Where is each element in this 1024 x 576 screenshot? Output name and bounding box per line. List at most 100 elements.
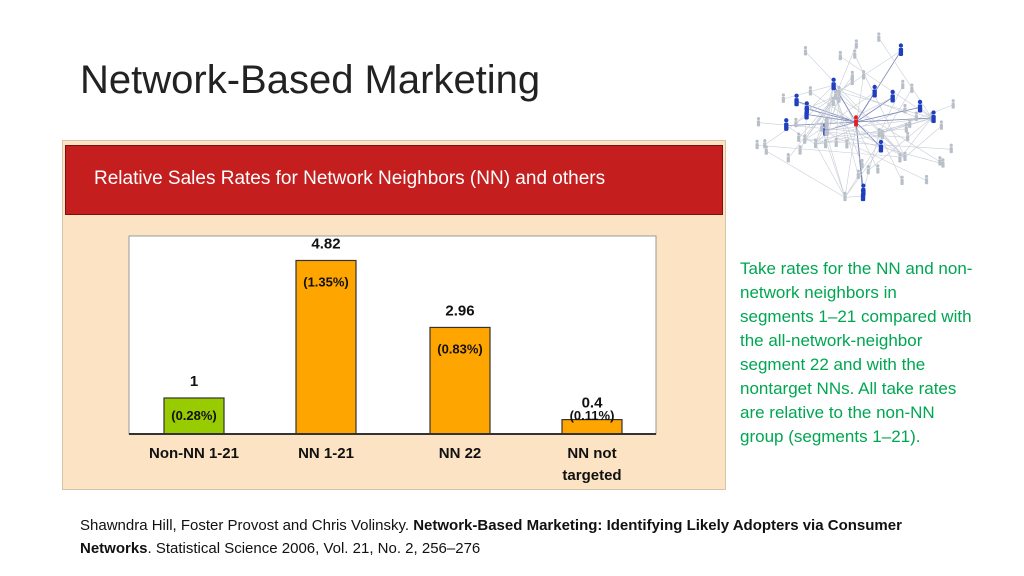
network-edge xyxy=(878,133,903,182)
network-edge xyxy=(878,37,932,118)
person-icon xyxy=(850,70,854,81)
person-icon xyxy=(756,117,761,127)
person-icon xyxy=(880,129,885,140)
person-icon xyxy=(861,70,866,80)
category-label: NN not targeted xyxy=(562,445,621,484)
network-edge xyxy=(783,84,834,100)
network-edge xyxy=(855,50,902,123)
network-edge xyxy=(815,85,834,145)
person-icon xyxy=(755,139,759,150)
category-label: Non-NN 1-21 xyxy=(149,445,239,462)
person-icon xyxy=(906,131,910,142)
rate-label: (0.83%) xyxy=(437,341,483,356)
person-icon xyxy=(834,137,838,148)
citation: Shawndra Hill, Foster Provost and Chris … xyxy=(80,514,960,560)
person-icon xyxy=(854,39,858,49)
person-icon xyxy=(914,111,919,121)
person-icon xyxy=(831,77,836,91)
network-edge xyxy=(868,117,932,171)
person-icon xyxy=(908,118,912,128)
citation-source: . Statistical Science 2006, Vol. 21, No.… xyxy=(147,540,481,557)
person-icon xyxy=(804,106,809,120)
person-icon xyxy=(838,50,842,61)
network-edge xyxy=(825,132,846,198)
value-label: 1 xyxy=(190,373,198,390)
person-icon xyxy=(823,138,828,149)
person-icon xyxy=(931,110,936,124)
person-icon xyxy=(854,115,858,127)
network-edge xyxy=(904,125,942,158)
network-edge xyxy=(806,113,857,123)
person-icon xyxy=(898,43,904,57)
network-edge xyxy=(821,127,846,198)
person-icon xyxy=(786,153,790,163)
chart-header: Relative Sales Rates for Network Neighbo… xyxy=(65,145,723,215)
person-icon xyxy=(813,138,818,149)
rate-label: (0.28%) xyxy=(171,408,217,423)
person-icon xyxy=(808,86,813,96)
bar xyxy=(295,259,357,435)
person-icon xyxy=(831,96,835,107)
person-icon xyxy=(781,93,785,103)
rate-label: (1.35%) xyxy=(303,274,349,289)
person-icon xyxy=(797,132,801,142)
citation-title: Network-Based Marketing: Identifying Lik… xyxy=(80,517,902,557)
network-edge xyxy=(804,95,836,141)
network-edge xyxy=(795,84,834,124)
person-icon xyxy=(876,164,880,174)
person-icon xyxy=(904,123,908,133)
person-icon xyxy=(837,86,841,96)
person-icon xyxy=(917,99,923,113)
slide-title: Network-Based Marketing xyxy=(80,58,541,102)
person-icon xyxy=(798,145,802,155)
person-icon xyxy=(820,122,824,132)
person-icon xyxy=(890,89,895,103)
person-icon xyxy=(951,99,955,109)
person-icon xyxy=(803,46,808,56)
network-edge xyxy=(804,92,875,141)
person-icon xyxy=(860,188,866,202)
network-edge xyxy=(757,144,905,158)
person-icon xyxy=(866,164,870,175)
chart-panel: Relative Sales Rates for Network Neighbo… xyxy=(62,140,726,490)
network-edge xyxy=(825,131,927,181)
person-icon xyxy=(824,118,828,128)
network-edge xyxy=(798,95,836,139)
network-edge xyxy=(844,195,864,198)
person-icon xyxy=(877,32,881,42)
value-label: 2.96 xyxy=(445,302,474,319)
person-icon xyxy=(853,49,857,59)
person-icon xyxy=(872,84,877,98)
network-edge xyxy=(838,50,902,92)
person-icon xyxy=(856,169,860,179)
person-icon xyxy=(845,139,849,149)
network-edge xyxy=(838,91,906,158)
network-edge xyxy=(806,95,836,110)
network-edge xyxy=(764,95,836,145)
network-edge xyxy=(815,144,846,198)
person-icon xyxy=(949,143,953,154)
network-edge xyxy=(815,109,906,145)
person-icon xyxy=(878,139,884,153)
bar-chart: 1 (0.28%) 4.82 (1.35%) 2.96 (0.83%) 0.4(0.11%)… xyxy=(128,235,657,484)
person-icon xyxy=(941,158,945,168)
network-edge xyxy=(804,76,853,141)
bar xyxy=(429,326,491,435)
person-icon xyxy=(898,153,902,163)
person-icon xyxy=(901,79,905,90)
person-icon xyxy=(910,83,914,93)
person-icon xyxy=(903,151,907,162)
rate-label: (0.11%) xyxy=(570,408,615,423)
network-edge xyxy=(833,84,917,118)
category-label: NN 1-21 xyxy=(298,445,354,462)
people-network-icon xyxy=(755,32,955,202)
person-icon xyxy=(794,117,798,128)
person-icon xyxy=(903,103,907,114)
person-icon xyxy=(784,118,789,131)
network-edge xyxy=(855,97,893,123)
network-edge xyxy=(805,51,906,158)
network-edge xyxy=(786,125,816,145)
network-edge xyxy=(815,123,910,145)
person-icon xyxy=(938,156,942,166)
network-edge xyxy=(863,133,880,192)
